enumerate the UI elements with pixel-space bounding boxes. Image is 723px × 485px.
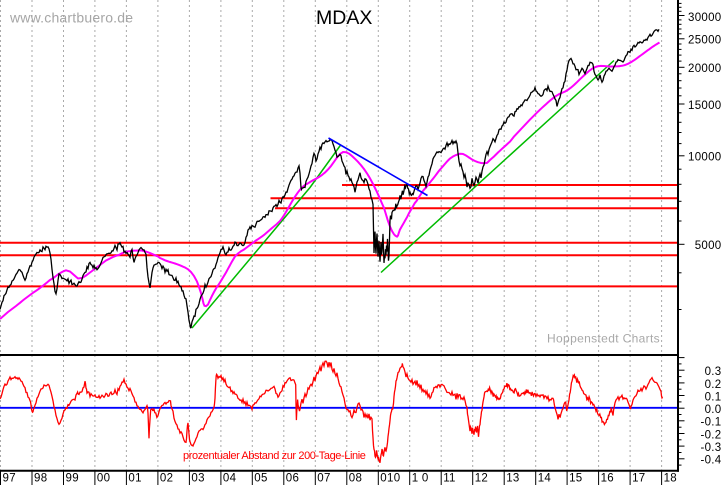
svg-text:03: 03 — [191, 473, 204, 485]
svg-text:16: 16 — [601, 473, 614, 485]
svg-text:04: 04 — [223, 473, 237, 485]
svg-text:1 0: 1 0 — [412, 473, 429, 485]
svg-text:-0.2: -0.2 — [700, 429, 721, 441]
svg-text:-0.3: -0.3 — [700, 442, 721, 454]
svg-text:99: 99 — [66, 473, 79, 485]
svg-text:-0.1: -0.1 — [700, 417, 721, 429]
svg-text:20000: 20000 — [688, 63, 721, 75]
svg-text:MDAX: MDAX — [316, 7, 372, 29]
svg-text:0.0: 0.0 — [705, 404, 722, 416]
svg-text:25000: 25000 — [688, 35, 721, 47]
svg-text:13: 13 — [506, 473, 519, 485]
svg-text:0.1: 0.1 — [705, 391, 722, 403]
svg-text:01: 01 — [128, 473, 141, 485]
svg-text:5000: 5000 — [695, 240, 722, 252]
svg-text:15000: 15000 — [688, 100, 721, 112]
svg-text:97: 97 — [3, 473, 16, 485]
svg-text:17: 17 — [632, 473, 645, 485]
svg-text:12: 12 — [475, 473, 488, 485]
svg-text:07: 07 — [317, 473, 330, 485]
svg-text:14: 14 — [538, 473, 552, 485]
svg-text:0.2: 0.2 — [705, 379, 722, 391]
svg-text:10000: 10000 — [688, 152, 721, 164]
svg-text:30000: 30000 — [688, 12, 721, 24]
svg-text:00: 00 — [97, 473, 110, 485]
svg-text:98: 98 — [34, 473, 47, 485]
svg-text:prozentualer Abstand zur 200-T: prozentualer Abstand zur 200-Tage-Linie — [183, 450, 366, 462]
svg-text:18: 18 — [664, 473, 677, 485]
svg-text:-0.4: -0.4 — [700, 455, 721, 467]
svg-text:11: 11 — [443, 473, 456, 485]
svg-text:Hoppenstedt Charts: Hoppenstedt Charts — [547, 332, 660, 346]
svg-text:0.3: 0.3 — [705, 366, 722, 378]
svg-text:08: 08 — [349, 473, 362, 485]
svg-text:05: 05 — [254, 473, 267, 485]
svg-text:15: 15 — [569, 473, 582, 485]
svg-text:010: 010 — [380, 473, 400, 485]
svg-text:06: 06 — [286, 473, 299, 485]
svg-text:02: 02 — [160, 473, 173, 485]
svg-text:www.chartbuero.de: www.chartbuero.de — [9, 10, 133, 26]
